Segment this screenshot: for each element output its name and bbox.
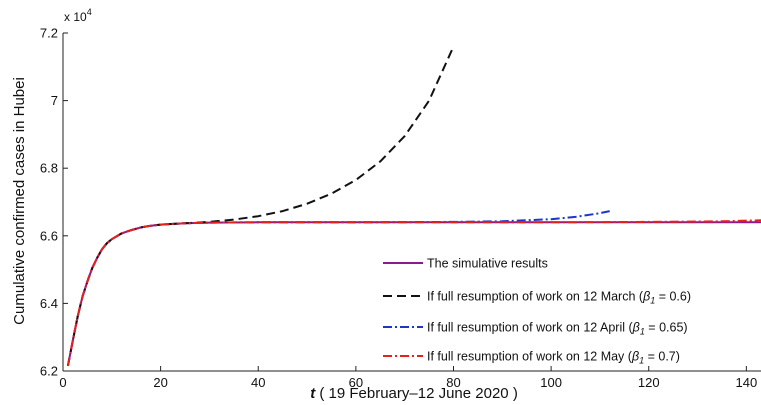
legend-beta-value: = 0.6) (655, 290, 691, 304)
legend-beta-symbol: β (631, 350, 639, 364)
series-layer (66, 46, 761, 367)
legend-beta-subscript: 1 (639, 356, 644, 366)
legend-entry-text: The simulative results (427, 257, 548, 271)
legend-beta-subscript: 1 (650, 296, 655, 306)
legend-entry-text: If full resumption of work on 12 March ( (427, 290, 644, 304)
x-axis-label-range: ( 19 February–12 June 2020 ) (315, 385, 518, 402)
x-tick-label: 100 (540, 375, 562, 390)
y-tick-label: 7 (51, 93, 58, 108)
legend-entry-1: The simulative results (427, 257, 548, 271)
legend-beta-subscript: 1 (640, 327, 645, 337)
y-tick-label: 6.8 (40, 161, 58, 176)
legend-entry-text: If full resumption of work on 12 May ( (427, 350, 633, 364)
legend-entry-2: If full resumption of work on 12 March (… (427, 290, 691, 306)
legend-beta-value: = 0.7) (644, 350, 680, 364)
x-tick-label: 60 (349, 375, 363, 390)
legend-entry-3: If full resumption of work on 12 April (… (427, 321, 688, 337)
axes-layer (62, 33, 761, 372)
y-multiplier-exponent: 4 (87, 7, 92, 17)
y-tick-label: 6.6 (40, 228, 58, 243)
x-tick-label: 20 (153, 375, 167, 390)
legend-beta-value: = 0.65) (645, 321, 688, 335)
x-tick-label: 40 (251, 375, 265, 390)
y-tick-label: 6.2 (40, 364, 58, 379)
x-axis-label-variable: t (310, 385, 316, 402)
ticks-layer: 0 20 40 60 80 100 120 140 6.2 6.4 6.6 6.8 7 7.2 (40, 26, 757, 391)
y-multiplier-base: x 10 (64, 10, 87, 24)
legend-box (373, 246, 758, 358)
x-axis-label: t ( 19 February–12 June 2020 ) (310, 385, 518, 402)
x-tick-label: 120 (638, 375, 660, 390)
legend-beta-symbol: β (642, 290, 650, 304)
x-tick-label: 80 (446, 375, 460, 390)
legend-beta-symbol: β (632, 321, 640, 335)
legend: The simulative results If full resumption… (373, 246, 758, 366)
y-tick-label: 7.2 (40, 26, 58, 41)
x-tick-label: 140 (736, 375, 758, 390)
legend-entry-text: If full resumption of work on 12 April ( (427, 321, 633, 335)
x-tick-label: 0 (59, 375, 66, 390)
y-multiplier: x 104 (64, 7, 92, 24)
series-line-4 (66, 219, 761, 367)
y-axis-label: Cumulative confirmed cases in Hubei (11, 77, 28, 325)
legend-entry-4: If full resumption of work on 12 May (β1… (427, 350, 680, 366)
y-tick-label: 6.4 (40, 296, 58, 311)
